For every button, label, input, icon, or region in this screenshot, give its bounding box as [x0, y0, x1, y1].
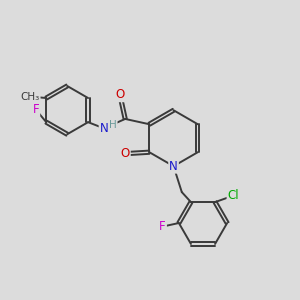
Text: N: N [169, 160, 178, 173]
Text: F: F [33, 103, 39, 116]
Text: O: O [115, 88, 124, 101]
Text: F: F [159, 220, 166, 233]
Text: O: O [121, 147, 130, 160]
Text: CH₃: CH₃ [20, 92, 40, 102]
Text: Cl: Cl [227, 189, 239, 202]
Text: H: H [109, 120, 117, 130]
Text: N: N [100, 122, 108, 135]
